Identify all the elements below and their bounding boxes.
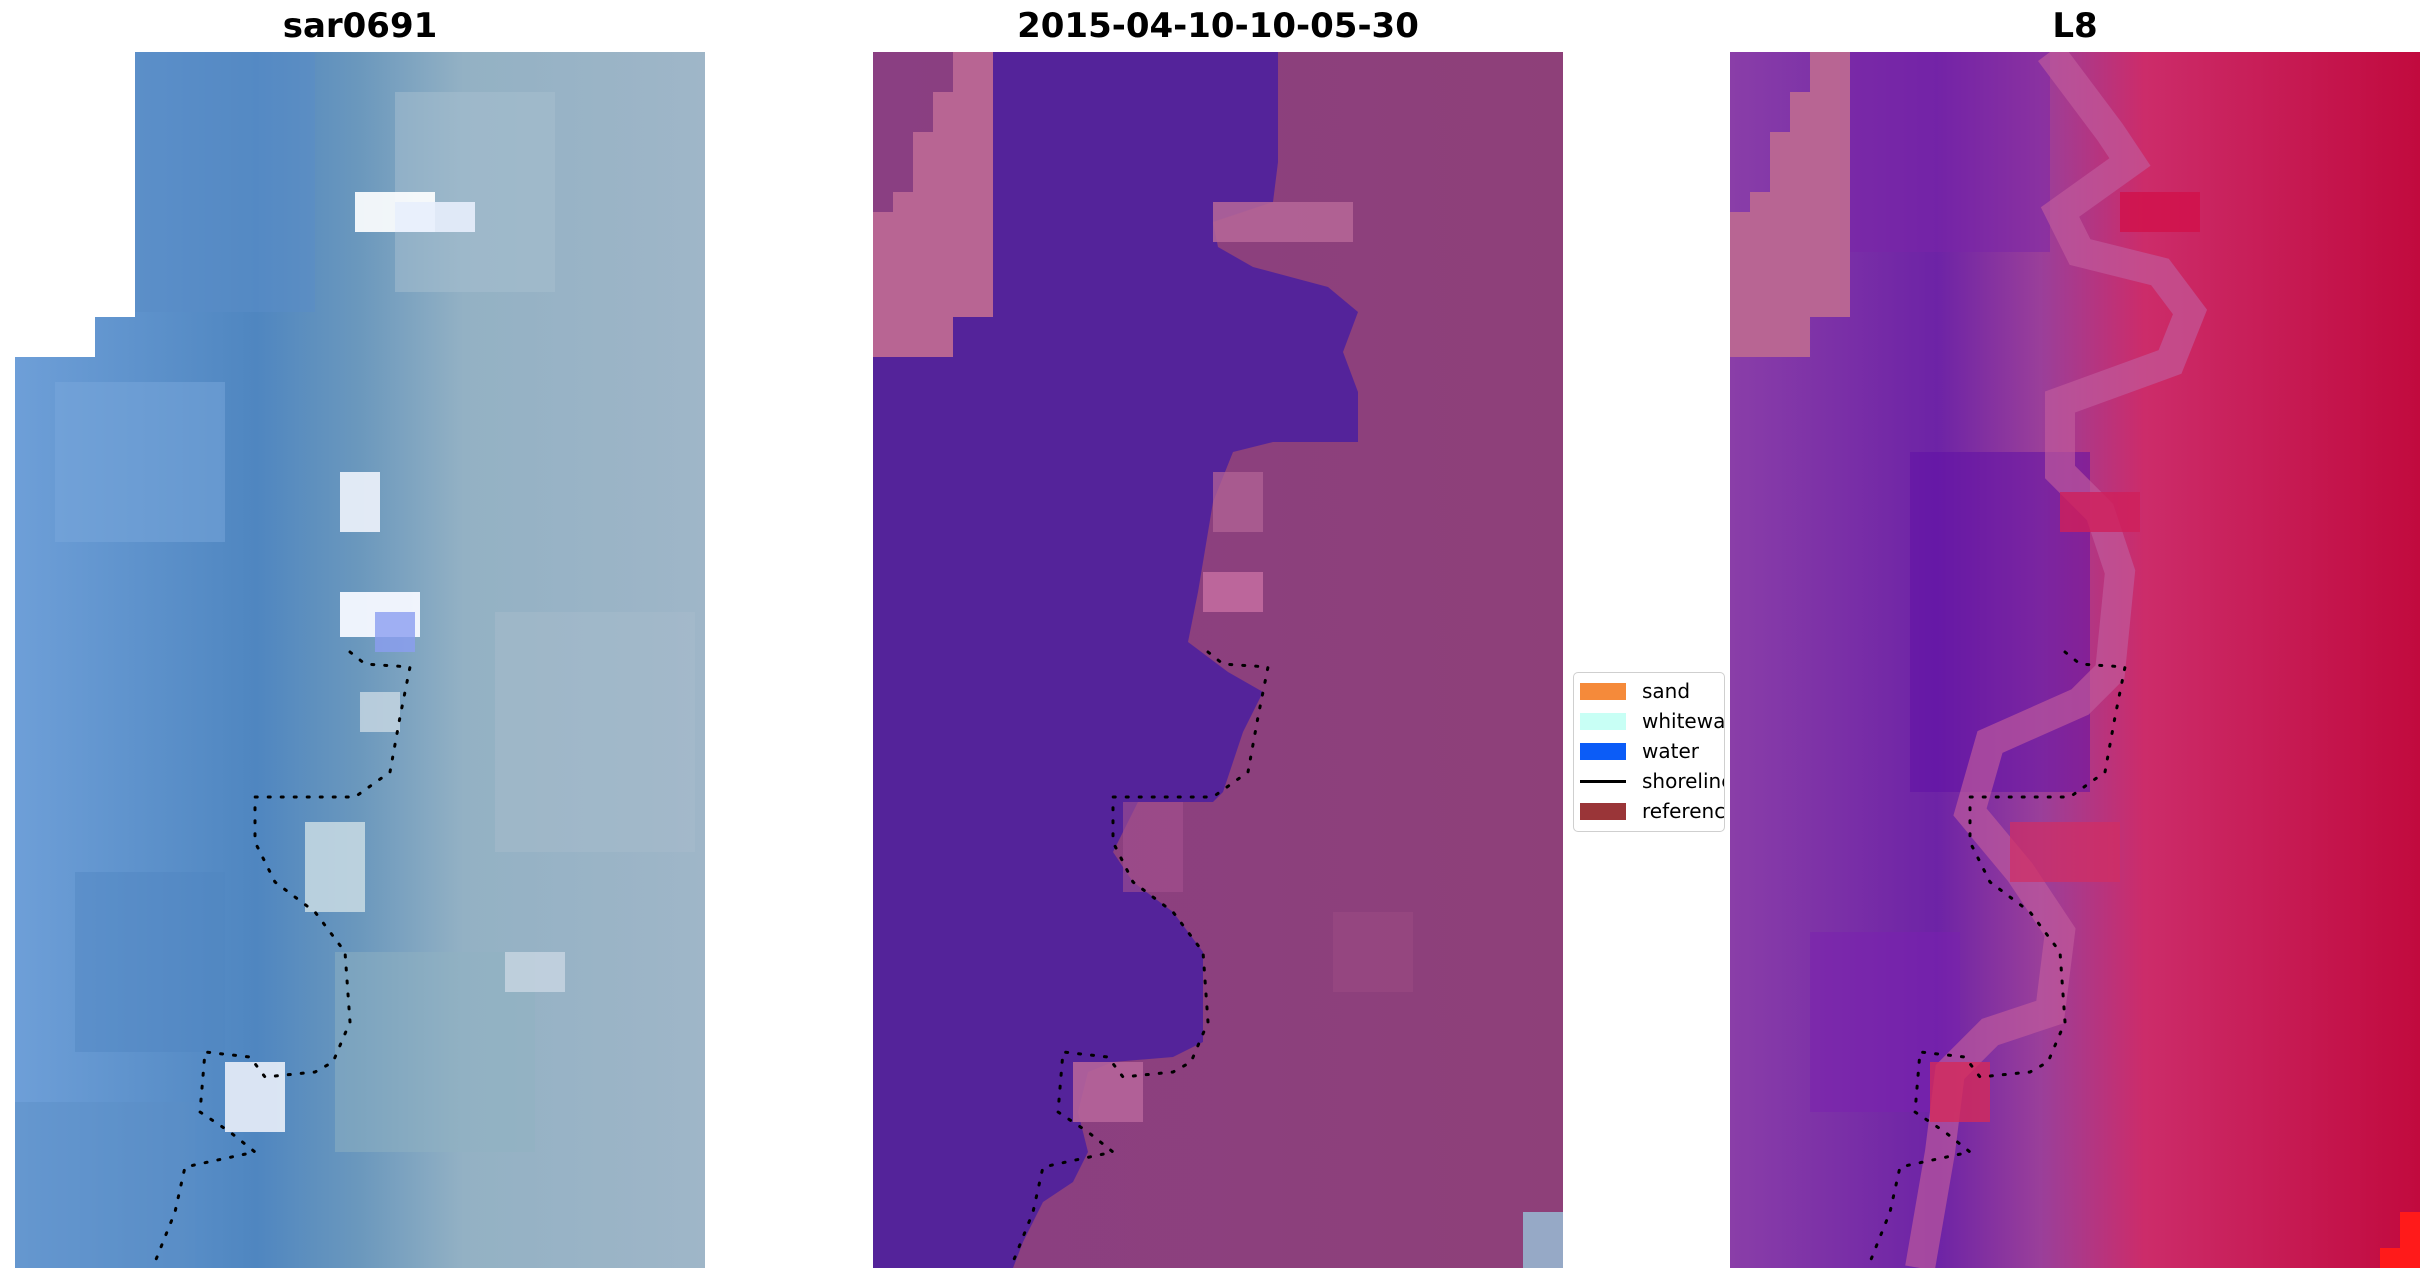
legend-swatch-water [1580,742,1626,760]
rgb-image-panel [15,52,705,1268]
shoreline-trace [1868,650,2127,1264]
panel-title-rgb: sar0691 [282,6,438,46]
legend-label-sand: sand [1642,679,1691,703]
legend-label-whitewater: whitewater [1642,709,1725,733]
index-image [1730,52,2420,1268]
legend-label-water: water [1642,739,1699,763]
legend-item-whitewater: whitewater [1580,709,1725,733]
legend-item-water: water [1580,739,1699,763]
legend-swatch-shoreline [1580,779,1626,783]
legend-swatch-reference [1580,802,1626,820]
shoreline-trace [153,650,412,1264]
legend-item-shoreline: shoreline [1580,769,1725,793]
legend-swatch-whitewater [1580,712,1626,730]
legend-label-reference: reference [1642,799,1725,823]
panel-title-index: L8 [2052,6,2098,46]
legend-item-reference: reference [1580,799,1725,823]
legend-item-sand: sand [1580,679,1690,703]
legend: sand whitewater water shoreline referenc… [1573,672,1725,832]
classification-image [873,52,1563,1268]
rgb-image [15,52,705,1268]
legend-label-shoreline: shoreline [1642,769,1725,793]
classification-panel [873,52,1563,1268]
legend-swatch-sand [1580,682,1626,700]
panel-title-classification: 2015-04-10-10-05-30 [1017,6,1419,46]
index-panel [1730,52,2420,1268]
shoreline-trace [1011,650,1270,1264]
